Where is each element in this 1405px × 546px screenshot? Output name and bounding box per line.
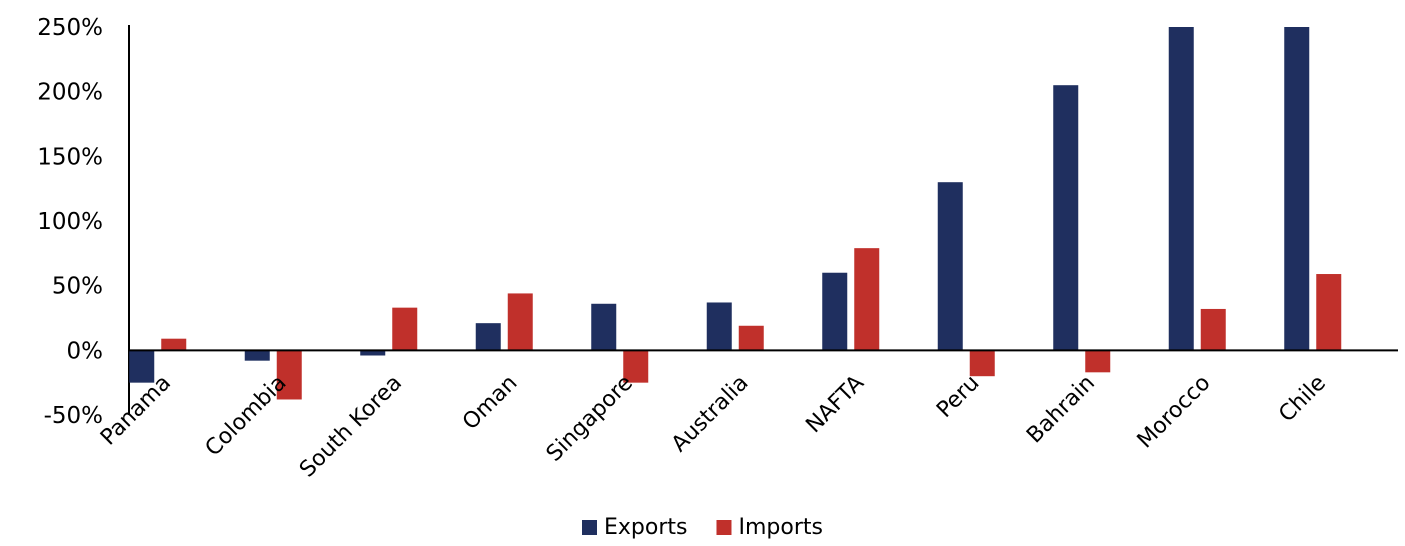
bar-imports-australia [738, 325, 764, 351]
bar-imports-south-korea [392, 307, 418, 351]
y-tick-label: 50% [52, 274, 103, 300]
bar-exports-oman [475, 323, 501, 351]
x-tick-label: Oman [458, 371, 522, 435]
bars [129, 27, 1398, 400]
bar-imports-singapore [623, 350, 649, 383]
y-tick-label: 100% [37, 209, 103, 235]
bar-exports-bahrain [1053, 85, 1079, 351]
bar-imports-panama [161, 338, 187, 351]
bar-exports-panama [129, 350, 155, 383]
x-tick-label: South Korea [295, 371, 407, 483]
bar-exports-singapore [591, 303, 617, 351]
bar-exports-australia [706, 302, 732, 351]
y-tick-label: -50% [44, 403, 103, 429]
legend-label-imports: Imports [738, 515, 822, 540]
bar-exports-south-korea [360, 350, 386, 356]
bar-exports-nafta [822, 272, 848, 351]
bar-exports-chile [1284, 27, 1310, 351]
legend-swatch-exports [582, 520, 597, 535]
x-tick-label: NAFTA [801, 371, 869, 439]
bar-imports-nafta [854, 248, 880, 351]
x-tick-label: Bahrain [1022, 371, 1100, 449]
bar-imports-oman [507, 293, 533, 351]
legend-label-exports: Exports [604, 515, 687, 540]
bar-imports-bahrain [1085, 350, 1111, 373]
bar-imports-morocco [1200, 308, 1226, 351]
x-axis-labels: Panama Colombia South Korea Oman Singapore Au… [96, 371, 1331, 483]
y-axis: 250% 200% 150% 100% 50% 0% -50% [37, 15, 130, 429]
x-tick-label: Australia [667, 371, 753, 457]
x-tick-label: Peru [932, 371, 984, 423]
x-tick-label: Colombia [201, 371, 292, 462]
legend: Exports Imports [582, 515, 823, 540]
bar-exports-morocco [1168, 27, 1194, 351]
y-tick-label: 200% [37, 80, 103, 106]
y-tick-label: 0% [67, 338, 104, 364]
bar-imports-chile [1316, 274, 1342, 351]
y-tick-label: 250% [37, 15, 103, 41]
bar-exports-colombia [244, 350, 270, 361]
x-tick-label: Singapore [542, 371, 638, 467]
bar-imports-colombia [276, 350, 302, 400]
bar-exports-peru [937, 182, 963, 351]
legend-swatch-imports [716, 520, 732, 535]
x-tick-label: Chile [1274, 371, 1331, 428]
y-tick-label: 150% [37, 144, 103, 170]
bar-imports-peru [969, 350, 995, 377]
x-tick-label: Morocco [1133, 371, 1216, 454]
